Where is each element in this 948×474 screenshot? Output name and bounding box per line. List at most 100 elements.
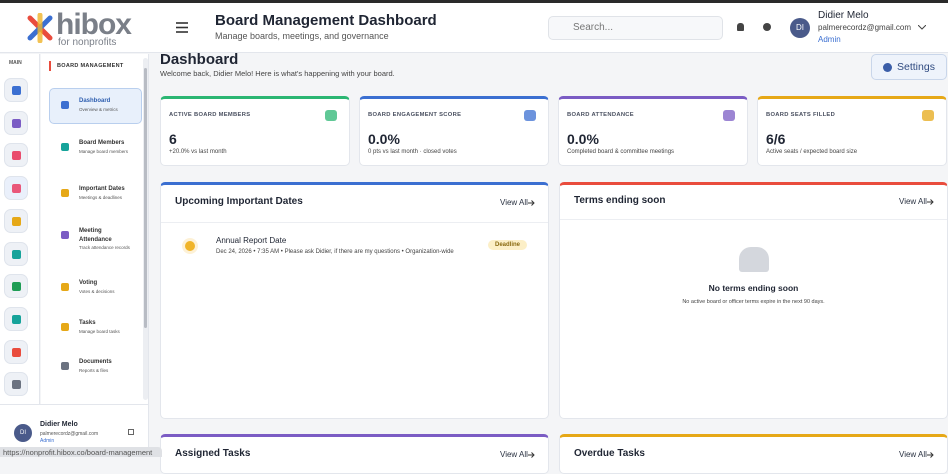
logo-name: hibox	[56, 8, 132, 41]
panel-divider	[560, 219, 947, 220]
sidebar-user-role: Admin	[40, 438, 55, 444]
stat-note: +20.0% vs last month	[169, 149, 227, 155]
search-placeholder: Search...	[573, 22, 614, 33]
view-all-arrow[interactable]	[528, 200, 535, 206]
stat-note: 0 pts vs last month · closed votes	[368, 149, 457, 155]
rail-glyph	[12, 249, 21, 259]
rail-icon[interactable]	[4, 208, 28, 233]
stat-value: 0.0%	[368, 131, 400, 147]
panel	[559, 182, 948, 419]
sidebar-item-label: Documents	[79, 359, 112, 365]
stat-label: ACTIVE BOARD MEMBERS	[169, 112, 251, 118]
page-title: Dashboard	[160, 51, 239, 68]
logo-tagline: for nonprofits	[58, 37, 117, 48]
rail-glyph	[12, 151, 21, 161]
rail-icon[interactable]	[4, 176, 28, 201]
rail-label: MAIN	[9, 60, 22, 66]
sidebar-item-label: Board Members	[79, 140, 125, 146]
scroll-thumb[interactable]	[144, 68, 147, 328]
rail-icon[interactable]	[4, 143, 28, 168]
stat-card	[757, 96, 947, 166]
sidebar-item-icon	[61, 189, 69, 197]
stat-value: 0.0%	[567, 131, 599, 147]
rail-glyph	[12, 380, 21, 390]
stat-card	[160, 96, 350, 166]
empty-text: No active board or officer terms expire …	[682, 299, 825, 305]
panel-divider	[161, 222, 548, 223]
arrow-path	[927, 199, 934, 205]
stat-card	[558, 96, 748, 166]
sidebar-item-desc: Manage board tasks	[79, 329, 120, 334]
search-box[interactable]	[548, 16, 723, 40]
user-name: Didier Melo	[818, 10, 869, 21]
top-edge	[0, 0, 948, 3]
view-all-link[interactable]: View All	[500, 198, 528, 207]
stat-note: Completed board & committee meetings	[567, 149, 675, 155]
stat-label: BOARD ENGAGEMENT SCORE	[368, 112, 462, 118]
rail-icon[interactable]	[4, 110, 28, 135]
stat-card	[359, 96, 549, 166]
sidebar-item-desc: Track attendance records	[79, 245, 130, 250]
rail-glyph	[12, 314, 21, 324]
panel-title: Assigned Tasks	[175, 448, 251, 459]
sidebar-item-desc: Votes & decisions	[79, 289, 115, 294]
rail-glyph	[12, 118, 21, 128]
rail-icon[interactable]	[4, 78, 28, 102]
user-avatar[interactable]: DI	[790, 18, 810, 38]
rail-glyph	[12, 184, 21, 194]
empty-icon	[739, 247, 769, 272]
sidebar-user-email: palmerecordz@gmail.com	[40, 431, 99, 437]
panel	[160, 182, 549, 419]
rail-glyph	[12, 347, 21, 357]
rail-icon[interactable]	[4, 339, 28, 364]
settings-label: Settings	[897, 61, 935, 73]
welcome-text: Welcome back, Didier Melo! Here is what'…	[160, 69, 395, 78]
stat-value: 6/6	[766, 131, 786, 147]
rail-icon[interactable]	[4, 306, 28, 331]
empty-title: No terms ending soon	[708, 283, 799, 293]
event-icon	[185, 241, 195, 251]
event-title: Annual Report Date	[216, 236, 287, 245]
sidebar-item-icon	[61, 323, 69, 331]
header-subtitle: Manage boards, meetings, and governance	[215, 31, 389, 41]
menu-toggle[interactable]	[176, 22, 188, 33]
sidebar-item-desc: Manage board members	[79, 149, 129, 154]
view-all-link[interactable]: View All	[899, 197, 927, 206]
sidebar-item-desc: Overview & metrics	[79, 107, 118, 112]
logo-mark	[27, 13, 53, 43]
user-email: palmerecordz@gmail.com	[818, 23, 912, 32]
sidebar-item-desc: Meetings & deadlines	[79, 195, 123, 200]
view-all-arrow[interactable]	[528, 452, 535, 458]
view-all-link[interactable]: View All	[500, 450, 528, 459]
stat-icon	[524, 110, 536, 121]
sidebar-item-icon	[61, 231, 69, 239]
status-url: https://nonprofit.hibox.co/board-managem…	[0, 447, 162, 457]
sidebar-item-label: Dashboard	[79, 98, 111, 104]
notifications-icon[interactable]	[737, 23, 744, 31]
stat-value: 6	[169, 131, 177, 147]
sidebar-item-label: Meeting Attendance	[79, 228, 112, 243]
stat-icon	[325, 110, 337, 121]
view-all-arrow[interactable]	[927, 199, 934, 205]
logout-icon[interactable]	[128, 429, 134, 435]
user-menu-chevron[interactable]	[918, 25, 926, 30]
rail-icon[interactable]	[4, 274, 28, 299]
user-role: Admin	[818, 35, 841, 44]
stat-label: BOARD ATTENDANCE	[567, 112, 634, 118]
panel-title: Overdue Tasks	[574, 448, 645, 459]
view-all-link[interactable]: View All	[899, 450, 927, 459]
rail-icon[interactable]	[4, 372, 28, 397]
sidebar-item-icon	[61, 143, 69, 151]
view-all-arrow[interactable]	[927, 452, 934, 458]
sidebar-item-label: Important Dates	[79, 186, 125, 192]
sidebar-item-icon	[61, 101, 69, 109]
event-badge: Deadline	[488, 240, 528, 250]
rail-icon[interactable]	[4, 241, 28, 266]
theme-icon[interactable]	[763, 23, 771, 31]
rail-glyph	[12, 282, 21, 292]
sidebar-item-icon	[61, 283, 69, 291]
settings-icon	[883, 63, 892, 72]
stat-icon	[922, 110, 934, 121]
